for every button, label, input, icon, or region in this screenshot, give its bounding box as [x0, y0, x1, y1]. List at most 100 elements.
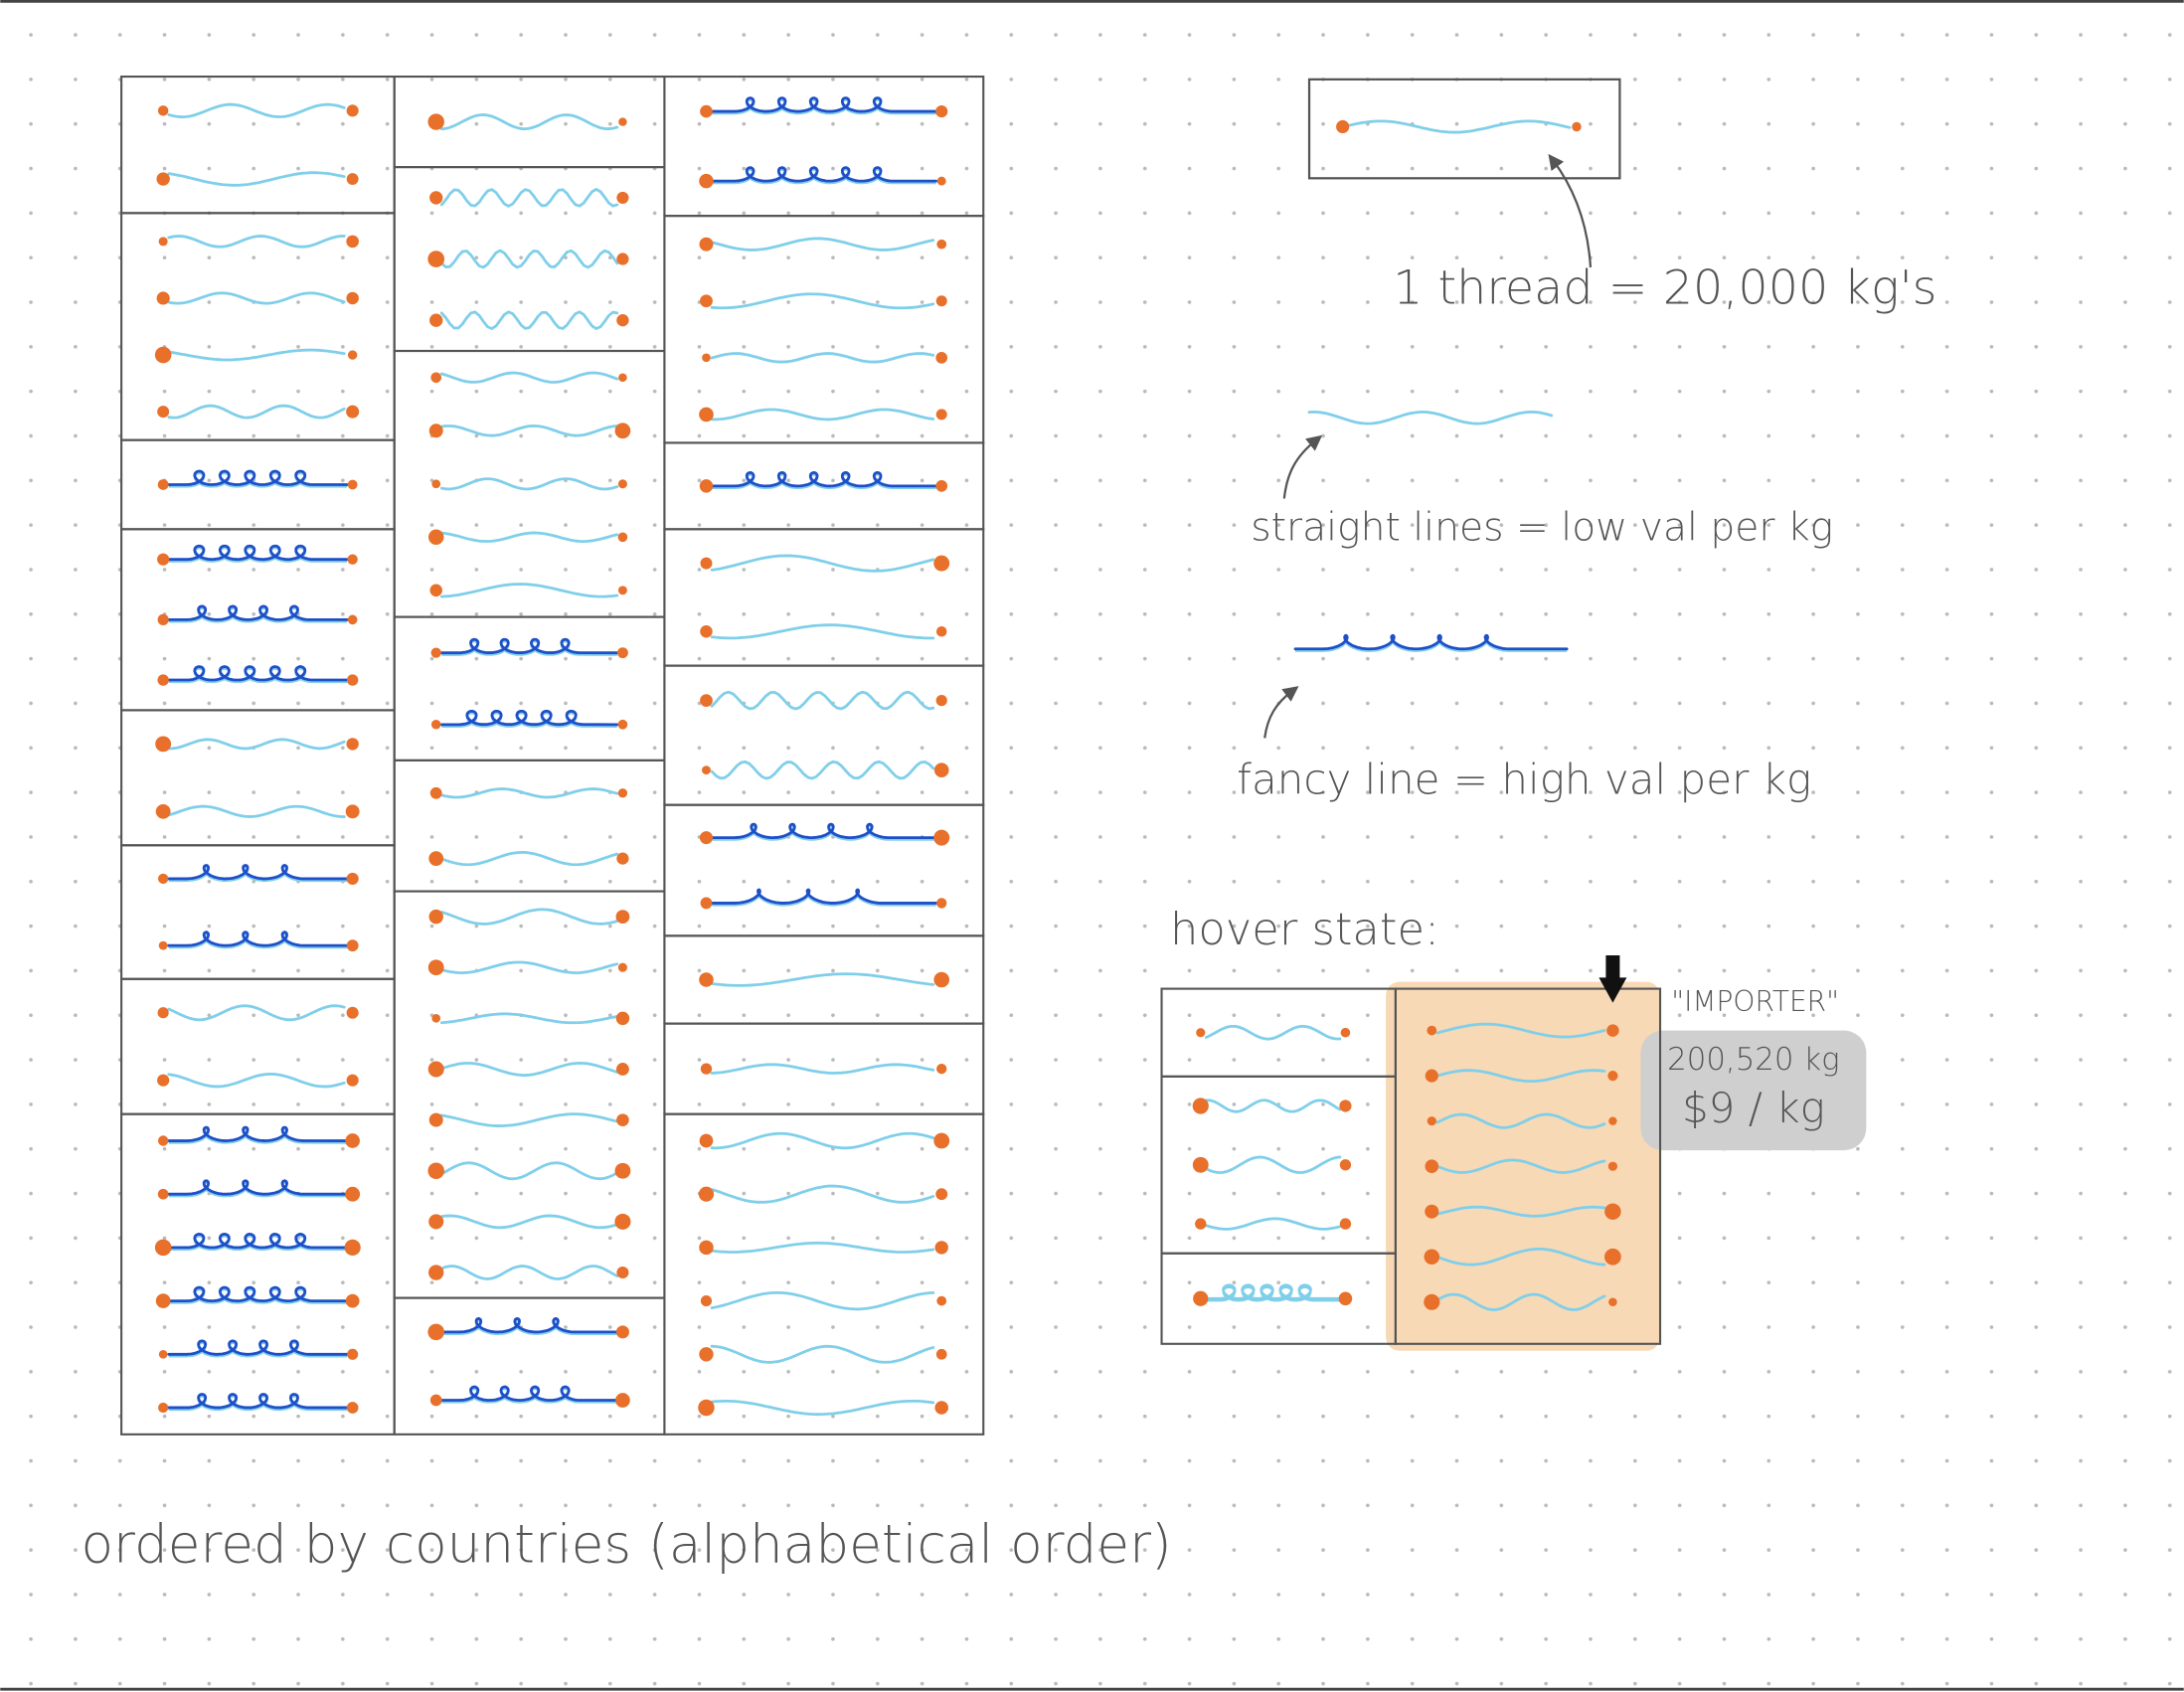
thread-end [347, 479, 358, 490]
thread-end [158, 1402, 169, 1414]
thread-end [616, 314, 629, 327]
thread [439, 423, 619, 437]
thread-glow [168, 866, 348, 883]
thread-end [618, 373, 627, 383]
thread [439, 583, 619, 598]
thread-end [700, 1295, 713, 1307]
country-cell [663, 1112, 985, 1436]
thread-glow [168, 932, 348, 949]
thread-end [933, 971, 949, 988]
thread-end [1192, 1098, 1209, 1114]
thread [1435, 1158, 1606, 1174]
thread [1307, 410, 1554, 425]
thread-end [429, 786, 442, 799]
thread [167, 291, 346, 305]
thread [439, 249, 619, 269]
thread-end [158, 873, 169, 885]
thread-end [429, 584, 442, 597]
thread-end [616, 253, 629, 265]
thread-end [1424, 1293, 1440, 1310]
thread-end [617, 719, 628, 730]
thread-end [1339, 1100, 1352, 1112]
thread-end [347, 614, 358, 625]
thread-end [345, 1293, 360, 1308]
thread-glow [712, 98, 936, 115]
thread-end [428, 909, 443, 925]
thread [1435, 1292, 1606, 1311]
thread-end [700, 1063, 713, 1075]
thread-end [427, 251, 445, 267]
thread-end [428, 1214, 444, 1230]
thread-end [346, 738, 359, 751]
thread [1346, 119, 1572, 134]
thread-end [617, 788, 628, 798]
thread-end [699, 972, 714, 987]
thread-end [616, 1063, 629, 1076]
thread-end [157, 105, 169, 116]
hover-weight: 200,520 kg [1667, 1042, 1839, 1078]
thread [1204, 1283, 1342, 1300]
thread-end [699, 1240, 714, 1256]
thread-end [1339, 1218, 1352, 1230]
thread-end [428, 423, 443, 438]
thread-end [345, 1133, 360, 1148]
thread-end [936, 898, 947, 909]
thread-end [934, 1241, 948, 1255]
thread-end [346, 674, 359, 686]
thread-end [935, 1188, 948, 1201]
thread [439, 371, 619, 384]
thread-end [429, 191, 443, 205]
thread-end [157, 406, 170, 419]
thread [710, 408, 935, 422]
thread [710, 888, 938, 905]
thread [1435, 1112, 1606, 1129]
thread-end [935, 626, 947, 637]
thread-end [935, 480, 948, 492]
thread-end [344, 1239, 361, 1257]
thread [167, 1393, 349, 1410]
thread-end [431, 479, 441, 489]
thread [1435, 1205, 1606, 1218]
thread [167, 804, 346, 818]
thread-end [156, 291, 170, 305]
thread-end [700, 104, 713, 118]
arrow [1263, 686, 1299, 739]
thread [167, 469, 349, 486]
thread-end [154, 1239, 172, 1257]
thread-end [700, 294, 713, 308]
thread-end [933, 1132, 950, 1149]
hover-title: hover state: [1170, 903, 1439, 955]
thread [439, 1161, 619, 1181]
thread-end [427, 1061, 444, 1078]
thread-end [1425, 1069, 1438, 1083]
legend-box [1307, 78, 1621, 180]
thread-end [428, 1265, 444, 1280]
thread-end [615, 1325, 629, 1339]
thread-end [936, 1295, 947, 1306]
thread-end [157, 553, 170, 566]
thread [439, 113, 619, 131]
tooltip [1640, 1030, 1867, 1151]
thread-end [935, 1348, 947, 1360]
thread-end [935, 295, 947, 307]
thread-end [157, 479, 169, 490]
thread-end [933, 762, 949, 777]
thread-end [617, 962, 627, 972]
thread [167, 931, 349, 947]
thread [1204, 1024, 1342, 1041]
thread [167, 1232, 349, 1250]
thread-end [347, 350, 358, 360]
thread-end [933, 829, 950, 846]
thread [1204, 1099, 1342, 1113]
thread-end [700, 694, 713, 707]
thread-end [1192, 1156, 1209, 1173]
thread [439, 1061, 619, 1077]
legend-unit: 1 thread = 20,000 kg's [1393, 260, 1936, 315]
thread-end [699, 1347, 714, 1362]
thread-end [935, 104, 948, 118]
thread [1204, 1217, 1342, 1231]
thread [167, 404, 346, 420]
thread-end [1608, 1297, 1617, 1307]
thread [167, 665, 349, 682]
thread-end [699, 1133, 714, 1148]
